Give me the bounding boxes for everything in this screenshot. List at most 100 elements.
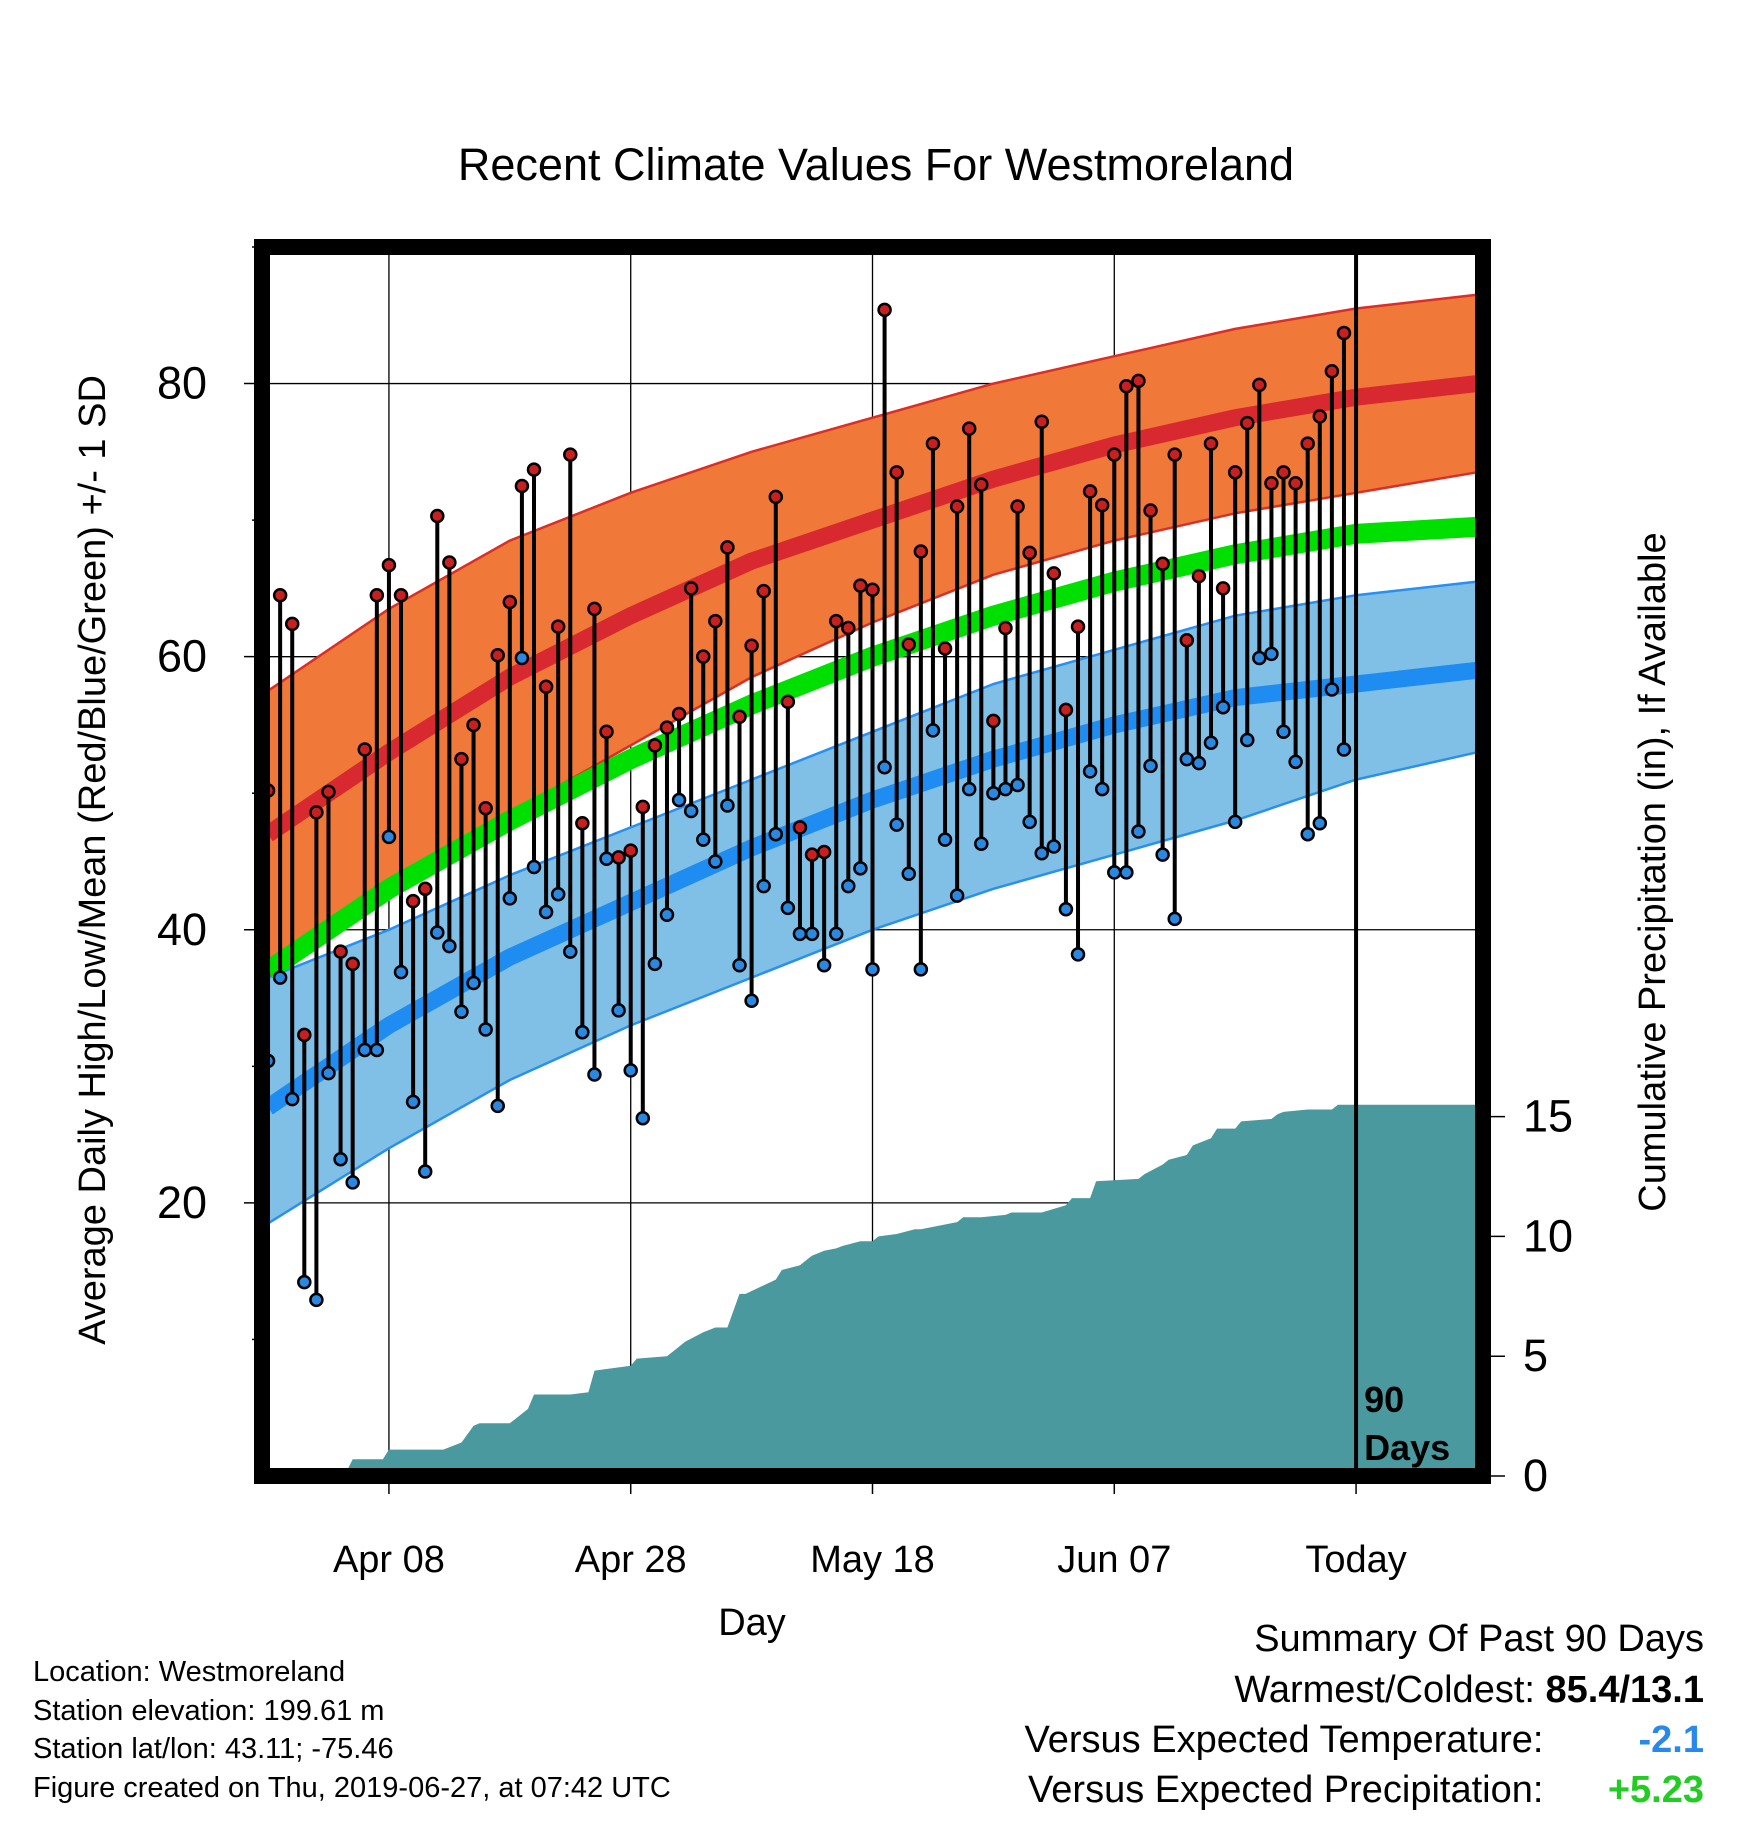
daily-high-point bbox=[393, 587, 409, 603]
daily-low-point bbox=[587, 1067, 602, 1082]
daily-low-point bbox=[466, 975, 481, 991]
daily-high-point bbox=[1046, 566, 1062, 581]
daily-high-point bbox=[1082, 484, 1098, 499]
daily-low-point bbox=[877, 760, 892, 775]
daily-low-point bbox=[1167, 911, 1182, 927]
daily-low-point bbox=[635, 1110, 651, 1126]
daily-low-point bbox=[937, 832, 953, 847]
daily-high-point bbox=[1022, 545, 1037, 561]
daily-high-point bbox=[828, 613, 844, 629]
daily-low-point bbox=[961, 781, 977, 797]
daily-high-point bbox=[538, 679, 554, 694]
daily-high-point bbox=[417, 881, 433, 897]
y2-tick-label: 0 bbox=[1523, 1450, 1548, 1501]
daily-high-point bbox=[430, 508, 445, 524]
daily-low-point bbox=[526, 859, 542, 875]
y2-axis-label: Cumulative Precipitation (in), If Availa… bbox=[1632, 532, 1674, 1211]
temp-anomaly-label: Versus Expected Temperature: bbox=[1024, 1719, 1544, 1761]
daily-high-point bbox=[853, 578, 868, 593]
daily-low-point bbox=[333, 1151, 348, 1167]
daily-low-point bbox=[611, 1003, 626, 1018]
daily-low-point bbox=[381, 829, 397, 845]
daily-low-point bbox=[1264, 646, 1279, 662]
daily-low-point bbox=[780, 900, 796, 916]
daily-low-point bbox=[321, 1065, 336, 1081]
daily-high-point bbox=[925, 436, 941, 451]
daily-low-point bbox=[949, 888, 965, 903]
daily-low-point bbox=[768, 826, 784, 842]
daily-high-point bbox=[768, 489, 784, 505]
daily-high-point bbox=[381, 557, 397, 573]
summary-panel: Summary Of Past 90 Days Warmest/Coldest:… bbox=[1025, 1613, 1704, 1815]
daily-low-point bbox=[1252, 650, 1267, 666]
daily-low-point bbox=[804, 926, 820, 942]
daily-low-point bbox=[744, 993, 759, 1009]
daily-low-point bbox=[1191, 755, 1207, 771]
daily-high-point bbox=[1010, 499, 1025, 514]
daily-high-point bbox=[635, 799, 651, 815]
daily-low-point bbox=[828, 926, 844, 942]
station-elevation: Station elevation: 199.61 m bbox=[33, 1694, 385, 1727]
daily-low-point bbox=[732, 958, 747, 973]
daily-low-point bbox=[575, 1024, 590, 1040]
daily-low-point bbox=[1107, 865, 1122, 880]
daily-low-point bbox=[986, 785, 1001, 801]
warmest-coldest-label: Warmest/Coldest: bbox=[1234, 1669, 1535, 1711]
daily-low-point bbox=[1010, 777, 1025, 793]
temp-anomaly-value: -2.1 bbox=[1638, 1719, 1704, 1761]
daily-low-point bbox=[913, 962, 929, 977]
daily-low-point bbox=[720, 798, 735, 813]
daily-high-point bbox=[502, 594, 518, 610]
x-tick-label: Apr 08 bbox=[333, 1539, 445, 1581]
warmest-coldest-value: 85.4/13.1 bbox=[1545, 1669, 1704, 1711]
daily-high-point bbox=[647, 738, 663, 753]
daily-high-point bbox=[998, 620, 1013, 636]
daily-high-point bbox=[792, 820, 808, 835]
daily-high-point bbox=[659, 720, 675, 735]
daily-low-point bbox=[369, 1042, 385, 1058]
daily-high-point bbox=[454, 751, 469, 767]
y-tick-label: 40 bbox=[157, 904, 207, 955]
daily-high-point bbox=[683, 581, 699, 596]
y-axis-label: Average Daily High/Low/Mean (Red/Blue/Gr… bbox=[72, 375, 114, 1345]
daily-high-point bbox=[889, 465, 904, 480]
daily-high-point bbox=[913, 544, 929, 559]
y-tick-label: 20 bbox=[157, 1177, 207, 1228]
summary-precipitation: Versus Expected Precipitation: +5.23 bbox=[1025, 1765, 1704, 1815]
daily-low-point bbox=[478, 1022, 493, 1037]
daily-high-point bbox=[1143, 503, 1158, 518]
y2-tick-label: 10 bbox=[1523, 1210, 1573, 1261]
daily-high-point bbox=[1324, 364, 1340, 379]
x-axis-label: Day bbox=[718, 1602, 786, 1644]
x-tick-label: Apr 28 bbox=[575, 1539, 687, 1581]
daily-low-point bbox=[502, 891, 518, 906]
daily-high-point bbox=[309, 805, 324, 820]
daily-low-point bbox=[1155, 847, 1170, 862]
daily-low-point bbox=[1215, 699, 1231, 715]
daily-low-point bbox=[272, 970, 288, 985]
y2-tick-label: 15 bbox=[1523, 1091, 1573, 1142]
y-tick-label: 80 bbox=[157, 358, 207, 409]
daily-high-point bbox=[611, 850, 626, 865]
daily-high-point bbox=[1070, 619, 1086, 634]
daily-high-point bbox=[297, 1027, 312, 1043]
daily-high-point bbox=[1203, 436, 1219, 451]
chart-title: Recent Climate Values For Westmoreland bbox=[458, 139, 1294, 190]
daily-low-point bbox=[659, 907, 675, 923]
daily-low-point bbox=[708, 854, 723, 869]
daily-high-point bbox=[587, 601, 602, 617]
daily-high-point bbox=[514, 478, 530, 494]
figure-created: Figure created on Thu, 2019-06-27, at 07… bbox=[33, 1771, 671, 1804]
daily-high-point bbox=[1094, 497, 1110, 513]
daily-high-point bbox=[333, 944, 348, 959]
daily-high-point bbox=[756, 583, 771, 599]
daily-high-point bbox=[1107, 447, 1122, 462]
daily-low-point bbox=[1070, 947, 1086, 962]
daily-high-point bbox=[272, 587, 288, 603]
daily-high-point bbox=[345, 956, 360, 972]
daily-low-point bbox=[816, 958, 832, 973]
daily-low-point bbox=[623, 1063, 638, 1078]
daily-low-point bbox=[405, 1094, 421, 1110]
daily-high-point bbox=[1215, 581, 1231, 596]
daily-low-point bbox=[393, 964, 409, 980]
